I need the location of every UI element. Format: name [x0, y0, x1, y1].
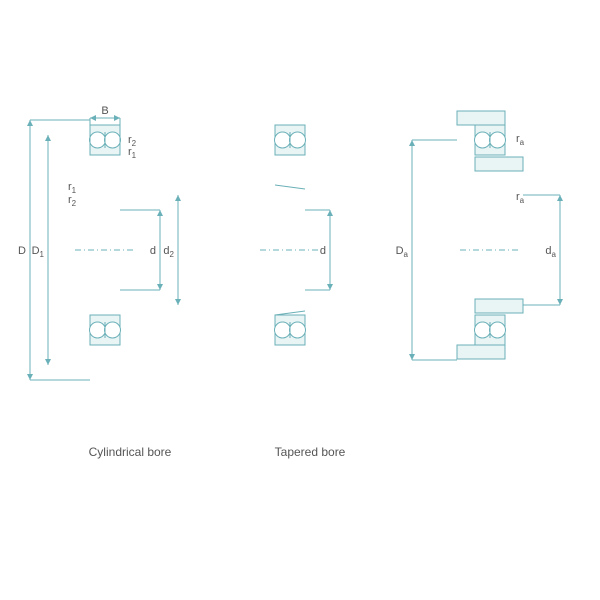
svg-text:ra: ra — [516, 191, 525, 205]
svg-text:D: D — [18, 245, 26, 257]
svg-text:D1: D1 — [32, 245, 45, 259]
svg-text:d: d — [150, 245, 156, 257]
caption-tapered: Tapered bore — [250, 445, 370, 459]
svg-text:Da: Da — [396, 245, 409, 259]
svg-text:r1: r1 — [128, 146, 137, 160]
caption-cylindrical: Cylindrical bore — [70, 445, 190, 459]
svg-text:B: B — [101, 105, 108, 117]
diagram-canvas: DD1dd2Br1r2r1r2dDadarara — [0, 0, 600, 600]
page: DD1dd2Br1r2r1r2dDadarara Cylindrical bor… — [0, 0, 600, 600]
svg-text:r2: r2 — [128, 134, 137, 148]
svg-text:d2: d2 — [163, 245, 174, 259]
svg-text:da: da — [545, 245, 556, 259]
svg-text:ra: ra — [516, 133, 525, 147]
svg-text:d: d — [320, 245, 326, 257]
svg-text:r1: r1 — [68, 181, 77, 195]
svg-text:r2: r2 — [68, 194, 77, 208]
